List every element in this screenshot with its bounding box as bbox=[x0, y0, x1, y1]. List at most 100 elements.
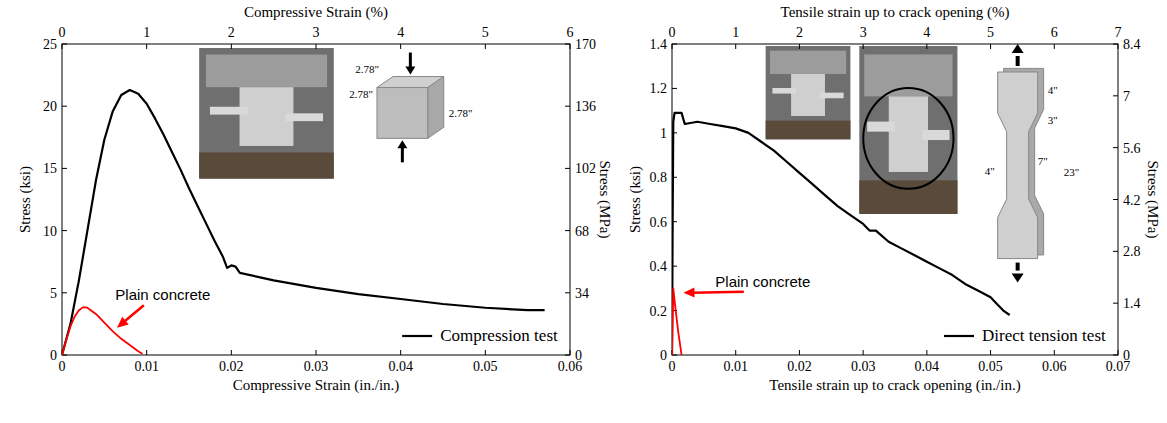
x-tick bbox=[863, 350, 864, 355]
plot-frame bbox=[62, 44, 570, 355]
y-tick-label: 20 bbox=[43, 99, 57, 114]
y2-tick-label: 136 bbox=[575, 99, 596, 114]
y-tick bbox=[62, 106, 67, 107]
inset: 4"3"7"23"4" bbox=[766, 44, 1079, 283]
legend-label: Direct tension test bbox=[982, 326, 1106, 345]
data-layer bbox=[62, 90, 545, 355]
data-layer bbox=[672, 113, 1010, 355]
x-tick bbox=[1118, 350, 1119, 355]
y2-tick bbox=[565, 168, 570, 169]
x2-tick-label: 4 bbox=[397, 25, 404, 40]
photo-part bbox=[206, 55, 327, 88]
x-tick-label: 0 bbox=[59, 359, 66, 374]
x2-tick bbox=[231, 44, 232, 49]
y-tick bbox=[62, 292, 67, 293]
y2-tick-label: 1.4 bbox=[1123, 296, 1141, 311]
y-tick-label: 0.6 bbox=[650, 215, 668, 230]
dimension-label: 4" bbox=[1048, 84, 1058, 96]
x2-axis-title: Tensile strain up to crack opening (%) bbox=[781, 4, 1010, 21]
photo-gauge bbox=[210, 107, 248, 115]
x2-tick-label: 3 bbox=[860, 25, 867, 40]
x-tick-label: 0.03 bbox=[851, 359, 876, 374]
y2-tick-label: 34 bbox=[575, 286, 589, 301]
x2-tick-label: 7 bbox=[1115, 25, 1122, 40]
y2-tick-label: 68 bbox=[575, 224, 589, 239]
dimension-label: 2.78" bbox=[355, 63, 379, 75]
series-line bbox=[672, 288, 682, 355]
figure: 2.78"2.78"2.78"00.010.020.030.040.050.06… bbox=[0, 0, 1167, 423]
x2-tick bbox=[62, 44, 63, 49]
x-tick bbox=[735, 350, 736, 355]
y-tick bbox=[62, 44, 67, 45]
annotation-arrow bbox=[691, 290, 743, 293]
x-tick bbox=[146, 350, 147, 355]
x2-tick bbox=[926, 44, 927, 49]
legend-swatch bbox=[402, 335, 432, 337]
photo-gauge bbox=[867, 122, 894, 132]
y-tick-label: 1.4 bbox=[650, 37, 668, 52]
dimension-label: 3" bbox=[1048, 114, 1058, 126]
x2-tick bbox=[570, 44, 571, 49]
x-tick bbox=[1054, 350, 1055, 355]
load-arrow bbox=[401, 146, 404, 162]
y2-axis-title: Stress (MPa) bbox=[596, 161, 613, 239]
y2-tick bbox=[565, 355, 570, 356]
x2-tick bbox=[990, 44, 991, 49]
series-line bbox=[62, 90, 545, 355]
x-axis-title: Tensile strain up to crack opening (in./… bbox=[769, 377, 1020, 394]
x2-tick bbox=[485, 44, 486, 49]
photo-part bbox=[864, 54, 952, 96]
dimension-label: 4" bbox=[985, 165, 995, 177]
x-tick-label: 0.05 bbox=[473, 359, 498, 374]
dimension-label: 2.78" bbox=[349, 88, 373, 100]
y-tick-label: 0 bbox=[660, 348, 667, 363]
x-tick-label: 0.01 bbox=[134, 359, 159, 374]
x-tick bbox=[316, 350, 317, 355]
y2-tick bbox=[565, 106, 570, 107]
cube-front bbox=[377, 88, 428, 139]
y-axis-title: Stress (ksi) bbox=[627, 166, 644, 233]
x-axis-title: Compressive Strain (in./in.) bbox=[233, 377, 400, 394]
y2-tick bbox=[1113, 147, 1118, 148]
x2-tick-label: 2 bbox=[796, 25, 803, 40]
dimension-label: 7" bbox=[1038, 155, 1048, 167]
photo-specimen bbox=[889, 96, 928, 172]
specimen-front bbox=[998, 72, 1038, 259]
y2-tick-label: 7 bbox=[1123, 89, 1130, 104]
y2-tick-label: 102 bbox=[575, 161, 596, 176]
series-line bbox=[62, 307, 142, 355]
x-tick bbox=[926, 350, 927, 355]
x2-tick bbox=[735, 44, 736, 49]
x2-tick bbox=[316, 44, 317, 49]
x2-tick-label: 3 bbox=[313, 25, 320, 40]
photo-base bbox=[766, 121, 851, 140]
y-axis-title: Stress (ksi) bbox=[17, 166, 34, 233]
annotation-arrow-head bbox=[683, 288, 694, 298]
x2-tick-label: 4 bbox=[923, 25, 930, 40]
x2-tick-label: 0 bbox=[59, 25, 66, 40]
y-tick-label: 25 bbox=[43, 37, 57, 52]
load-arrow bbox=[409, 53, 412, 69]
y2-tick bbox=[1113, 251, 1118, 252]
y-tick-label: 1.2 bbox=[650, 81, 668, 96]
photo-gauge bbox=[922, 130, 949, 140]
x-tick-label: 0.03 bbox=[304, 359, 329, 374]
x2-axis-title: Compressive Strain (%) bbox=[244, 4, 388, 21]
x2-tick-label: 0 bbox=[669, 25, 676, 40]
x2-tick-label: 1 bbox=[732, 25, 739, 40]
x2-tick bbox=[672, 44, 673, 49]
x2-tick-label: 5 bbox=[987, 25, 994, 40]
legend-swatch bbox=[944, 335, 974, 337]
photo-frame bbox=[766, 46, 851, 139]
x-tick-label: 0.04 bbox=[388, 359, 413, 374]
x-tick bbox=[990, 350, 991, 355]
x2-tick bbox=[146, 44, 147, 49]
photo-base bbox=[199, 152, 334, 178]
y2-tick bbox=[1113, 355, 1118, 356]
annotation: Plain concrete bbox=[683, 273, 810, 298]
dimension-label: 2.78" bbox=[449, 107, 473, 119]
x-tick-label: 0.04 bbox=[915, 359, 940, 374]
photo-gauge bbox=[772, 88, 796, 94]
y-tick-label: 0.2 bbox=[650, 304, 668, 319]
x-tick bbox=[231, 350, 232, 355]
